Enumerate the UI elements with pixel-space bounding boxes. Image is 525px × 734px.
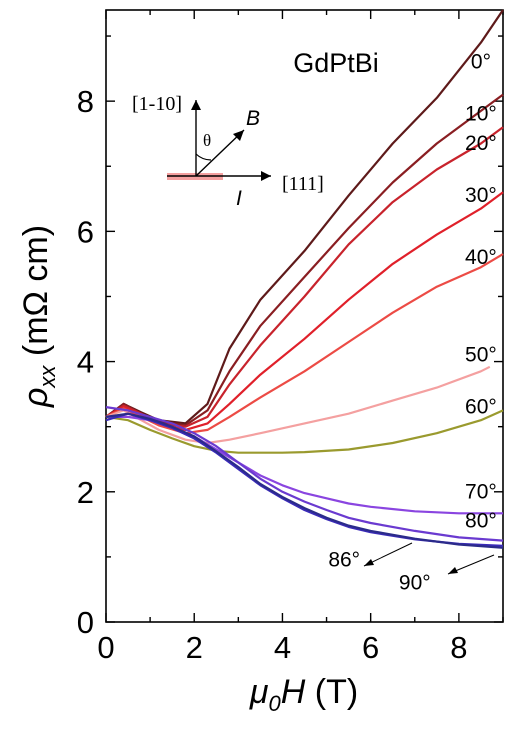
series-line xyxy=(105,409,504,454)
series-line xyxy=(105,9,504,425)
series-label: 40° xyxy=(465,246,497,269)
x-tick-label: 4 xyxy=(274,630,291,665)
axis-up-label: [1-10] xyxy=(132,93,182,115)
up-axis-arrow-head xyxy=(191,100,201,110)
axis-ticks: 0 2 4 6 8 0 2 4 6 8 xyxy=(77,10,504,665)
series-line xyxy=(105,365,491,445)
series-label: 30° xyxy=(465,184,497,207)
y-tick-label: 6 xyxy=(77,214,94,249)
series-label: 90° xyxy=(399,571,431,594)
y-tick-label: 8 xyxy=(77,84,94,119)
series-line xyxy=(105,191,504,431)
series-label: 60° xyxy=(465,396,497,419)
series-label: 80° xyxy=(465,510,497,533)
x-tick-label: 6 xyxy=(362,630,379,665)
angle-label: θ xyxy=(203,131,211,150)
series-label: 0° xyxy=(471,51,491,74)
x-axis-label: μ0H (T) xyxy=(249,673,358,716)
angle-arc xyxy=(195,153,212,161)
x-tick-label: 2 xyxy=(186,630,203,665)
field-label: B xyxy=(246,107,260,130)
chart-title: GdPtBi xyxy=(293,48,379,78)
field-arrow xyxy=(195,129,245,177)
y-tick-label: 4 xyxy=(77,345,94,380)
label-pointer-arrows xyxy=(363,542,495,575)
series-label: 20° xyxy=(465,132,497,155)
series-line xyxy=(105,93,504,427)
plot-frame xyxy=(105,9,504,623)
series-line xyxy=(105,406,504,542)
x-tick-label: 8 xyxy=(450,630,467,665)
series-line xyxy=(105,253,504,435)
pointer-86-head xyxy=(364,559,374,566)
x-tick-label: 0 xyxy=(97,630,114,665)
series-group xyxy=(105,9,504,549)
series-label: 50° xyxy=(465,344,497,367)
field-arrow-head xyxy=(233,130,244,141)
current-arrow-head xyxy=(261,171,271,181)
axis-right-label: [111] xyxy=(282,173,324,195)
series-line xyxy=(105,412,504,549)
series-label: 70° xyxy=(465,480,497,503)
series-label: 86° xyxy=(328,549,360,572)
pointer-90-head xyxy=(448,567,458,574)
y-tick-label: 0 xyxy=(77,605,94,640)
series-labels: 0° 10° 20° 30° 40° 50° 60° 70° 80° 86° 90° xyxy=(328,51,497,595)
y-axis-label: ρxx (mΩ cm) xyxy=(17,225,60,408)
current-label: I xyxy=(236,187,242,210)
y-tick-label: 2 xyxy=(77,475,94,510)
series-label: 10° xyxy=(465,103,497,126)
inset-diagram: [1-10] [111] B I θ xyxy=(132,93,324,210)
